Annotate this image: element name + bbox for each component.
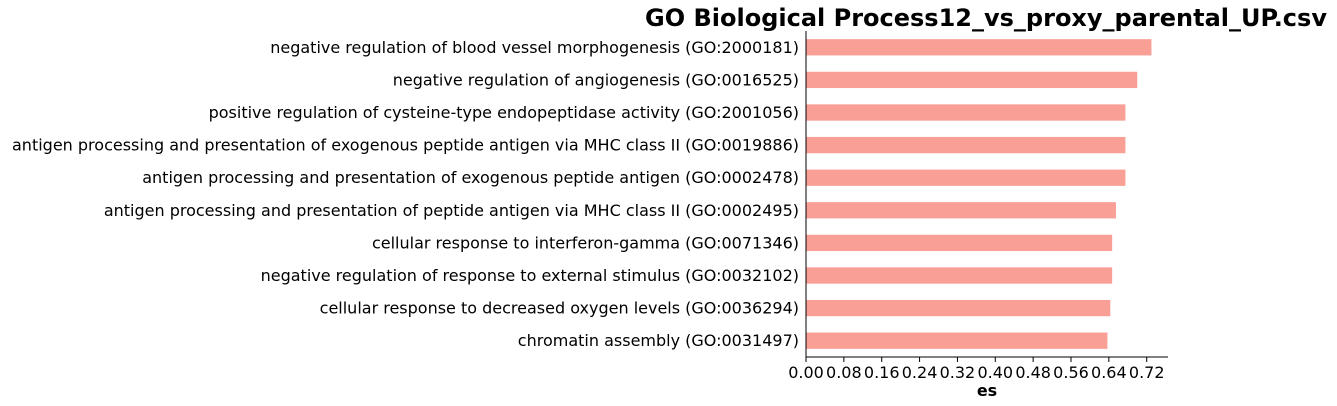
bar bbox=[806, 234, 1113, 252]
category-label: antigen processing and presentation of e… bbox=[142, 168, 799, 187]
x-tick-label: 0.40 bbox=[977, 363, 1013, 382]
category-label: antigen processing and presentation of e… bbox=[12, 136, 799, 155]
x-tick-label: 0.72 bbox=[1129, 363, 1165, 382]
category-label: negative regulation of response to exter… bbox=[261, 266, 799, 285]
x-tick-label: 0.24 bbox=[902, 363, 938, 382]
category-label: positive regulation of cysteine-type end… bbox=[209, 103, 799, 122]
category-label: cellular response to decreased oxygen le… bbox=[320, 299, 799, 318]
bar bbox=[806, 332, 1108, 349]
category-label: antigen processing and presentation of p… bbox=[104, 201, 799, 220]
x-tick-label: 0.64 bbox=[1091, 363, 1127, 382]
bar bbox=[806, 71, 1138, 89]
x-tick-label: 0.16 bbox=[864, 363, 900, 382]
bars-group bbox=[806, 39, 1152, 349]
category-label: chromatin assembly (GO:0031497) bbox=[518, 331, 799, 350]
bar bbox=[806, 136, 1126, 154]
x-ticks-group: 0.00 0.08 0.16 0.24 0.32 0.40 0.48 0.56 0.64 0.72 bbox=[788, 357, 1165, 382]
bar bbox=[806, 39, 1152, 56]
bar bbox=[806, 104, 1126, 121]
category-label: negative regulation of blood vessel morp… bbox=[270, 38, 799, 57]
x-tick-label: 0.00 bbox=[788, 363, 824, 382]
x-tick-label: 0.48 bbox=[1015, 363, 1051, 382]
x-tick-label: 0.56 bbox=[1053, 363, 1089, 382]
category-labels-group: negative regulation of blood vessel morp… bbox=[12, 38, 799, 350]
x-axis-label: es bbox=[977, 381, 997, 400]
bar bbox=[806, 169, 1126, 186]
category-label: cellular response to interferon-gamma (G… bbox=[372, 233, 799, 252]
bar bbox=[806, 267, 1113, 284]
x-tick-label: 0.08 bbox=[826, 363, 862, 382]
bar bbox=[806, 299, 1111, 317]
x-tick-label: 0.32 bbox=[940, 363, 976, 382]
chart-title: GO Biological Process12_vs_proxy_parenta… bbox=[645, 4, 1327, 32]
bar bbox=[806, 202, 1116, 219]
category-label: negative regulation of angiogenesis (GO:… bbox=[393, 70, 799, 89]
